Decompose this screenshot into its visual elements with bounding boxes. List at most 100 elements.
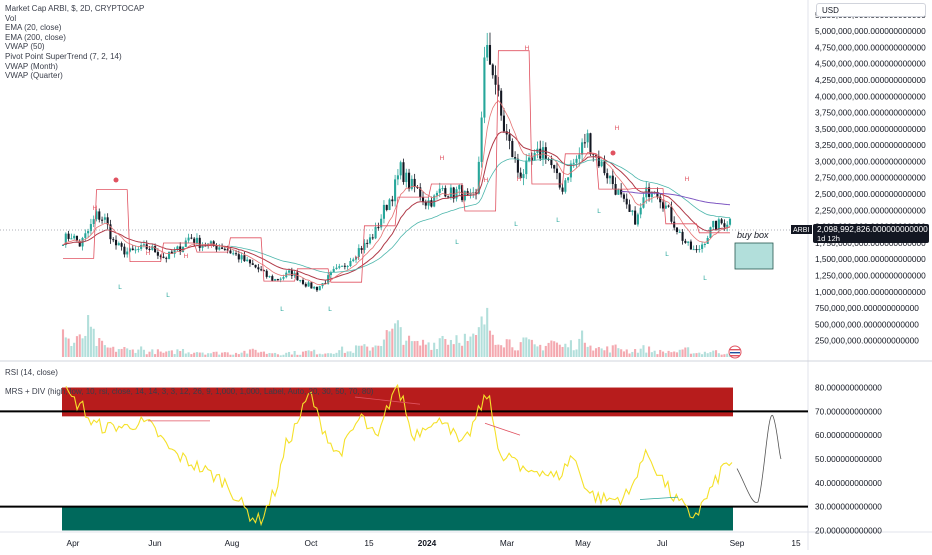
volume-bar [106,347,109,357]
candle-body [126,251,129,255]
buy-box [734,242,774,270]
rsi-legend-title[interactable]: RSI (14, close) [5,368,58,377]
volume-bar [505,339,508,357]
volume-bar [327,353,330,357]
candle-body [430,200,433,207]
candle-body [201,245,204,248]
volume-bar [463,333,466,357]
candle-body [109,224,112,240]
volume-bar [706,353,709,357]
candle-body [75,235,79,242]
volume-bars [61,307,732,357]
time-tick-label: Jul [657,538,668,548]
volume-bar [321,354,324,357]
candle-body [675,227,679,233]
price-tick-label: 3,500,000,000.000000000000 [815,124,926,134]
volume-bar [89,326,92,357]
legend-item-ema20[interactable]: EMA (20, close) [5,23,62,33]
volume-bar [486,307,489,357]
candle-body [349,260,352,267]
volume-bar [530,339,533,357]
volume-bar [533,344,536,357]
time-tick-label: Sep [730,538,745,548]
legend-item-vwap-quarter[interactable]: VWAP (Quarter) [5,71,63,81]
candle-body [419,187,422,198]
volume-bar [675,352,679,357]
candle-body [257,267,260,270]
volume-bar [410,341,413,357]
volume-bar [274,352,277,357]
price-badge-symbol-bg [791,225,812,234]
candle-body [712,221,715,228]
volume-bar [98,338,101,357]
currency-button[interactable]: USD [816,3,926,17]
candle-body [271,276,274,281]
volume-bar [371,347,374,357]
rsi-line [65,383,733,527]
candle-body [156,252,159,256]
volume-bar [324,353,327,357]
volume-bar [636,352,639,357]
rsi-projection-sketch [736,415,782,503]
candle-body [128,248,132,252]
volume-bar [419,345,422,357]
candle-body [396,175,399,180]
legend-item-vwap50[interactable]: VWAP (50) [5,42,45,52]
candle-body [511,140,514,158]
candle-body [533,152,536,161]
flag-icon-stripe [730,349,740,351]
candle-body [226,249,229,251]
mrs-div-legend[interactable]: MRS + DIV (high, low, 10, rsi, close, 14… [5,386,374,396]
candle-body [558,173,561,188]
legend-item-supertrend[interactable]: Pivot Point SuperTrend (7, 2, 14) [5,51,122,61]
candle-body [399,162,402,176]
volume-bar [497,344,500,357]
volume-bar [78,334,81,357]
candle-body [73,235,76,239]
time-tick-label: May [575,538,592,548]
buy-box-label: buy box [737,230,769,240]
rsi-tick-label: 60.000000000000 [815,430,882,440]
candle-body [628,204,631,212]
candle-body [541,147,545,159]
candle-body [170,251,173,254]
candle-body [106,217,109,225]
volume-bar [600,348,603,357]
pivot-low-label: L [597,208,601,215]
volume-bar [226,352,229,357]
volume-bar [301,351,305,357]
candle-body [310,282,313,289]
candle-body [265,270,268,277]
volume-bar [586,346,589,357]
pivot-low-label: L [455,239,459,246]
rsi-tick-label: 80.000000000000 [815,383,882,393]
candle-body [243,255,246,262]
volume-bar [195,352,199,357]
candle-body [148,248,151,250]
volume-bar [402,344,405,357]
volume-bar [221,352,224,357]
legend-item-vol[interactable]: Vol [5,13,17,23]
price-tick-label: 1,500,000,000.000000000000 [815,254,926,264]
volume-bar [433,342,436,357]
volume-bar [614,344,617,357]
oversold-zone [62,506,733,531]
legend-item-ema200[interactable]: EMA (200, close) [5,32,66,42]
candle-body [461,185,464,201]
volume-bar [120,348,123,357]
legend-item-vwap-month[interactable]: VWAP (Month) [5,61,58,71]
legend-title[interactable]: Market Cap ARBI, $, 2D, CRYPTOCAP [5,4,145,13]
vwap50-line [230,158,731,274]
volume-bar [578,338,581,357]
candle-body [78,241,81,247]
volume-bar [631,351,634,357]
time-tick-label: Oct [305,538,319,548]
volume-bar [514,350,517,357]
volume-bar [380,346,383,357]
volume-bar [447,344,450,357]
volume-bar [394,323,397,357]
volume-bar [555,342,559,357]
volume-bar [603,350,606,357]
